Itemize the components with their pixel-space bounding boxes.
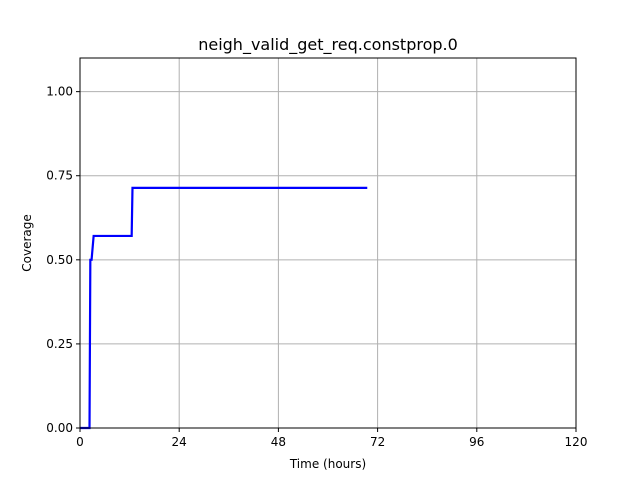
x-tick-label: 48 bbox=[271, 435, 286, 449]
x-tick-label: 96 bbox=[469, 435, 484, 449]
x-tick-label: 120 bbox=[565, 435, 588, 449]
x-tick-label: 24 bbox=[172, 435, 187, 449]
y-tick-label: 0.00 bbox=[46, 421, 73, 435]
y-axis-label: Coverage bbox=[20, 214, 34, 272]
series-layer bbox=[80, 186, 368, 430]
y-tick-label: 0.25 bbox=[46, 337, 73, 351]
y-tick-label: 0.50 bbox=[46, 253, 73, 267]
tick-layer: 0 24 48 72 96 120 0.00 0.25 0.50 0.75 1.00 bbox=[46, 85, 587, 449]
coverage-series-line bbox=[80, 186, 368, 430]
grid-lines bbox=[79, 58, 577, 429]
plot-frame bbox=[79, 57, 577, 429]
y-tick-label: 1.00 bbox=[46, 85, 73, 99]
x-tick-label: 0 bbox=[76, 435, 84, 449]
chart-title: neigh_valid_get_req.constprop.0 bbox=[198, 35, 458, 55]
y-tick-label: 0.75 bbox=[46, 169, 73, 183]
x-tick-label: 72 bbox=[370, 435, 385, 449]
x-axis-label: Time (hours) bbox=[289, 457, 366, 471]
